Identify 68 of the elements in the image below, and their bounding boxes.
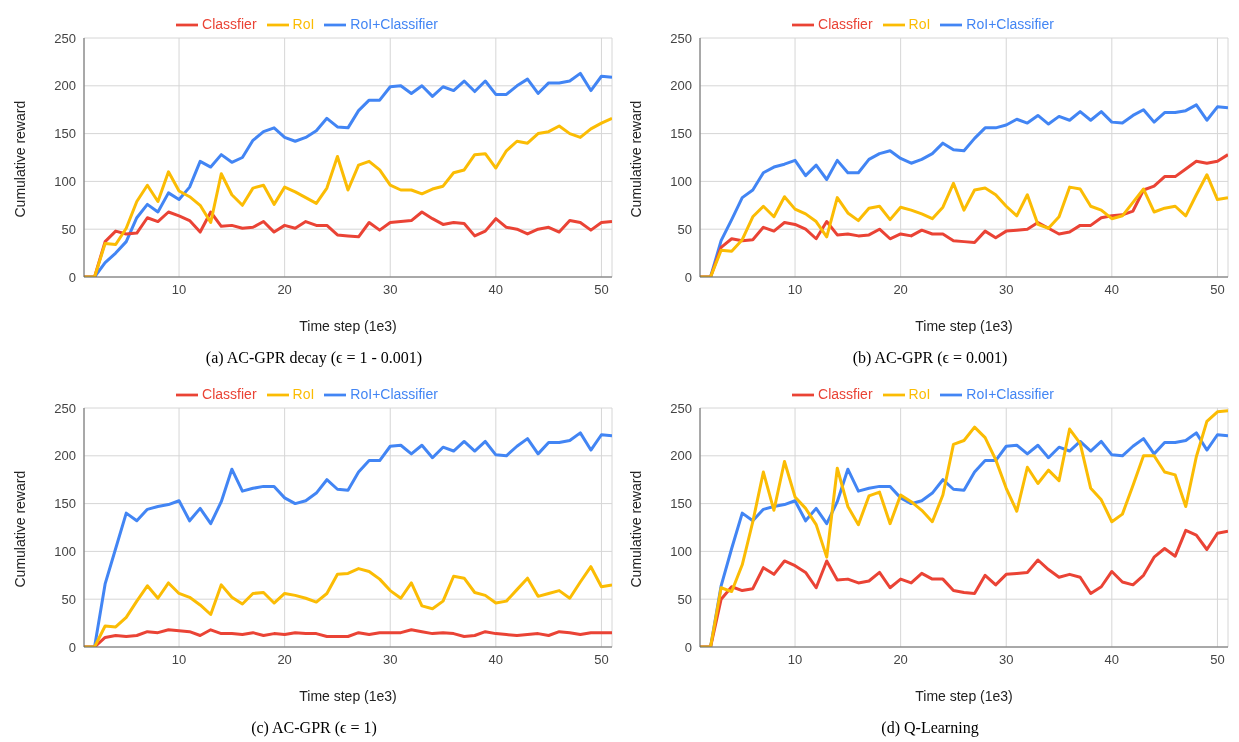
x-axis-title: Time step (1e3) (915, 318, 1013, 334)
y-tick-label: 200 (670, 448, 692, 464)
text: (a) AC-GPR decay (ϵ = 1 - 0.001) (204, 349, 424, 367)
x-tick-label: 50 (594, 282, 609, 298)
x-tick-label: 20 (893, 652, 908, 668)
y-tick-label: 50 (677, 591, 692, 607)
y-tick-label: 200 (54, 78, 76, 94)
legend-label: Classfier (202, 15, 257, 32)
x-tick-label: 50 (1210, 652, 1225, 668)
y-tick-label: 250 (54, 400, 76, 416)
y-tick-label: 150 (54, 126, 76, 142)
y-tick-label: 100 (670, 174, 692, 190)
x-tick-label: 40 (1104, 652, 1120, 668)
x-tick-label: 30 (999, 652, 1014, 668)
y-tick-label: 0 (684, 639, 692, 655)
y-tick-label: 50 (61, 591, 76, 607)
y-tick-label: 0 (68, 639, 76, 655)
y-tick-label: 200 (54, 448, 76, 464)
y-tick-label: 150 (670, 496, 692, 512)
y-tick-label: 250 (670, 30, 692, 46)
x-tick-label: 30 (999, 282, 1014, 298)
x-tick-label: 20 (893, 282, 908, 298)
x-tick-label: 30 (383, 652, 398, 668)
x-tick-label: 10 (787, 652, 803, 668)
y-axis-title: Cumulative reward (11, 470, 28, 588)
legend-label: RoI+Classifier (350, 15, 438, 32)
legend-label: RoI+Classifier (350, 385, 438, 402)
y-axis-title: Cumulative reward (627, 470, 644, 588)
y-axis-title: Cumulative reward (627, 100, 644, 218)
y-axis-title: Cumulative reward (11, 100, 28, 218)
x-axis-title: Time step (1e3) (299, 318, 397, 334)
y-tick-label: 0 (68, 269, 76, 285)
x-tick-label: 40 (1104, 282, 1120, 298)
x-axis-title: Time step (1e3) (915, 688, 1013, 704)
legend-label: RoI (292, 15, 315, 32)
y-tick-label: 100 (54, 544, 76, 560)
legend-label: RoI (908, 15, 931, 32)
y-tick-label: 50 (677, 221, 692, 237)
y-tick-label: 250 (54, 30, 76, 46)
legend-label: Classfier (818, 385, 873, 402)
x-tick-label: 50 (1210, 282, 1225, 298)
y-tick-label: 250 (670, 400, 692, 416)
text: (c) AC-GPR (ϵ = 1) (250, 719, 378, 737)
text: (b) AC-GPR (ϵ = 0.001) (851, 349, 1009, 367)
x-tick-label: 50 (594, 652, 609, 668)
x-tick-label: 10 (171, 282, 187, 298)
x-axis-title: Time step (1e3) (299, 688, 397, 704)
x-tick-label: 20 (277, 282, 292, 298)
legend-label: RoI+Classifier (966, 385, 1054, 402)
y-tick-label: 0 (684, 269, 692, 285)
y-tick-label: 200 (670, 78, 692, 94)
y-tick-label: 100 (54, 174, 76, 190)
x-tick-label: 10 (171, 652, 187, 668)
text: (d) Q-Learning (880, 719, 980, 737)
x-tick-label: 20 (277, 652, 292, 668)
y-tick-label: 100 (670, 544, 692, 560)
legend-label: Classfier (818, 15, 873, 32)
y-tick-label: 50 (61, 221, 76, 237)
x-tick-label: 40 (488, 282, 504, 298)
legend-label: RoI (292, 385, 315, 402)
legend-label: RoI (908, 385, 931, 402)
x-tick-label: 30 (383, 282, 398, 298)
y-tick-label: 150 (54, 496, 76, 512)
legend-label: Classfier (202, 385, 257, 402)
x-tick-label: 10 (787, 282, 803, 298)
y-tick-label: 150 (670, 126, 692, 142)
legend-label: RoI+Classifier (966, 15, 1054, 32)
x-tick-label: 40 (488, 652, 504, 668)
